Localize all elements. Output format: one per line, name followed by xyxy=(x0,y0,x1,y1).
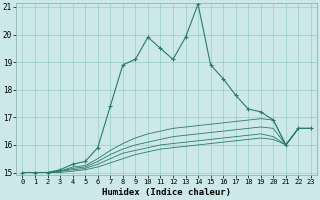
X-axis label: Humidex (Indice chaleur): Humidex (Indice chaleur) xyxy=(102,188,231,197)
